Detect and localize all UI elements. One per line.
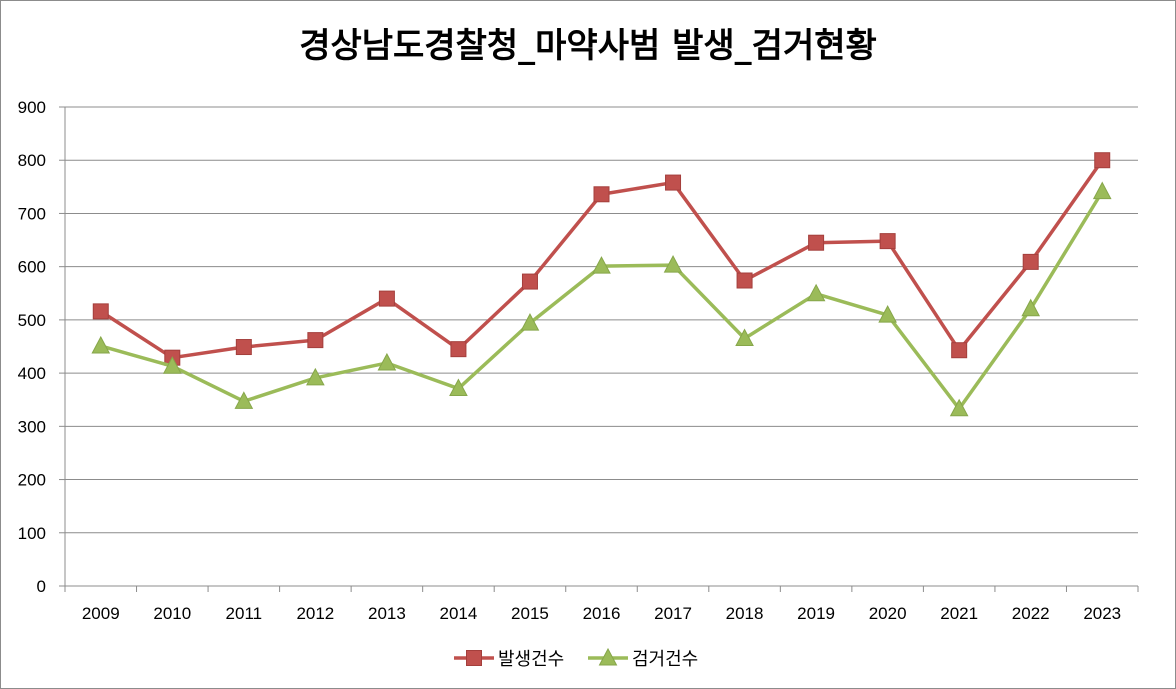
y-tick-label: 600 (18, 258, 46, 277)
data-point (377, 352, 397, 371)
legend-label: 발생건수 (498, 649, 564, 670)
x-tick-label: 2023 (1083, 604, 1121, 623)
data-point (307, 332, 324, 349)
x-tick-label: 2017 (654, 604, 692, 623)
data-point (92, 303, 109, 320)
chart-title: 경상남도경찰청_마약사범 발생_검거현황 (299, 26, 877, 66)
x-tick-label: 2014 (440, 604, 478, 623)
data-point (1094, 152, 1111, 169)
data-point (1022, 253, 1039, 270)
axes: 0 100 200 300 400 500 600 700 800 900 2009 2010 2011… (18, 98, 1139, 623)
data-point (735, 328, 754, 347)
x-tick-label: 2020 (869, 604, 907, 623)
legend-item-2: 검거건수 (588, 647, 698, 670)
y-tick-label: 100 (18, 524, 46, 543)
data-point (879, 233, 896, 250)
y-tick-label: 300 (18, 417, 46, 436)
legend-marker (598, 647, 618, 666)
data-point (378, 290, 395, 307)
x-tick-label: 2013 (368, 604, 406, 623)
x-tick-label: 2010 (153, 604, 191, 623)
data-point (665, 174, 682, 191)
y-tick-label: 500 (18, 311, 46, 330)
x-tick-label: 2015 (511, 604, 549, 623)
series-1 (92, 152, 1111, 366)
data-point (306, 367, 325, 386)
data-point (520, 313, 540, 331)
data-point (521, 273, 538, 290)
x-tick-label: 2019 (797, 604, 835, 623)
y-tick-label: 900 (18, 98, 46, 117)
legend-marker (466, 650, 482, 666)
data-point (593, 186, 610, 203)
data-point (736, 272, 753, 289)
legend: 발생건수 검거건수 (454, 647, 698, 670)
data-point (449, 378, 468, 397)
series-group (91, 152, 1112, 417)
y-tick-label: 400 (18, 364, 46, 383)
grid-lines (65, 106, 1138, 534)
data-point (806, 283, 826, 302)
data-point (235, 339, 252, 356)
x-tick-label: 2022 (1012, 604, 1050, 623)
x-tick-label: 2018 (726, 604, 764, 623)
data-point (951, 342, 968, 359)
x-tick-label: 2009 (82, 604, 120, 623)
x-tick-label: 2016 (583, 604, 621, 623)
data-point (808, 234, 825, 251)
y-tick-label: 700 (18, 204, 46, 223)
y-tick-label: 800 (18, 151, 46, 170)
data-point (1021, 298, 1041, 317)
y-tick-label: 0 (37, 577, 46, 596)
x-tick-label: 2012 (296, 604, 334, 623)
data-point (878, 305, 897, 323)
data-point (162, 356, 182, 374)
series-line (100, 190, 1104, 411)
data-point (1092, 181, 1112, 200)
data-point (450, 341, 467, 358)
data-point (592, 256, 611, 274)
y-tick-label: 200 (18, 471, 46, 490)
series-2 (91, 181, 1112, 417)
legend-label: 검거건수 (632, 649, 698, 670)
data-point (234, 391, 254, 409)
x-tick-label: 2021 (940, 604, 978, 623)
data-point (91, 335, 111, 354)
x-tick-label: 2011 (226, 604, 263, 623)
data-point (949, 398, 969, 417)
data-point (663, 255, 683, 273)
legend-item-1: 발생건수 (454, 649, 564, 670)
